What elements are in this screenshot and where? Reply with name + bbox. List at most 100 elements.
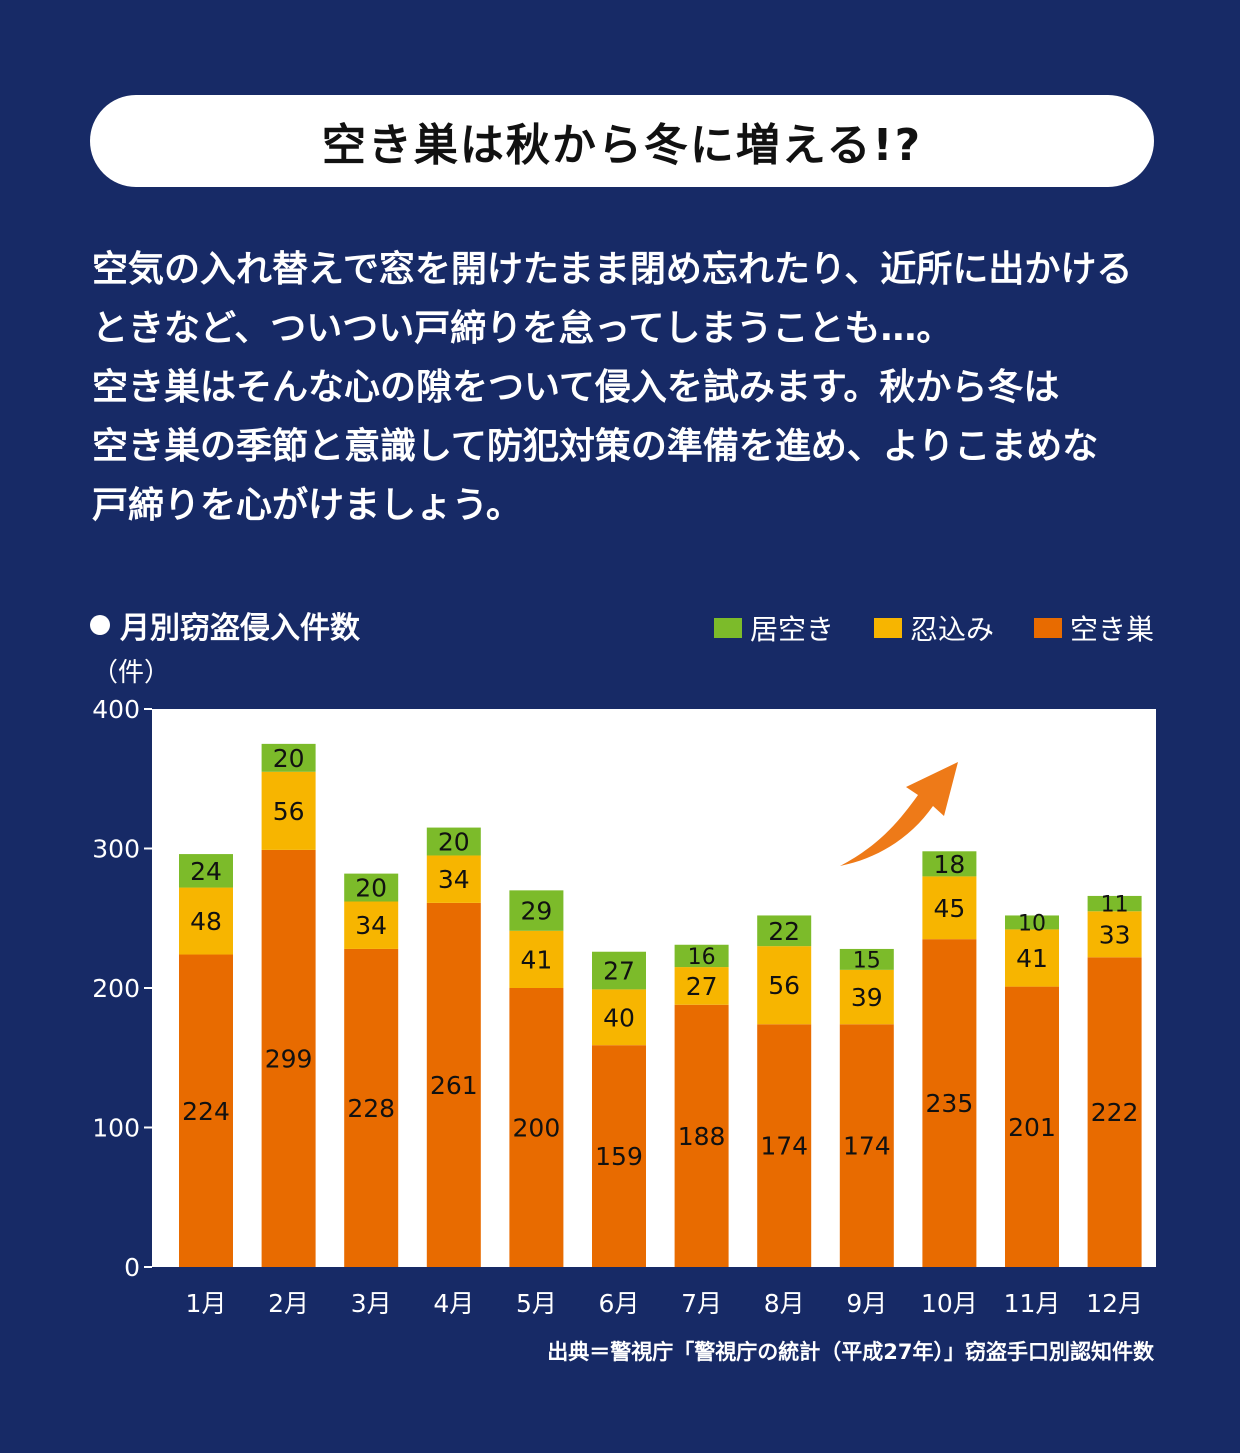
data-label: 200	[513, 1114, 561, 1143]
data-label: 224	[182, 1097, 230, 1126]
bar-segment	[509, 890, 564, 931]
bar-segment	[509, 988, 564, 1267]
y-tick-label: 400	[92, 695, 140, 724]
x-tick-label: 7月	[681, 1289, 722, 1318]
data-label: 39	[851, 983, 883, 1012]
bar-segment	[922, 851, 977, 877]
bar-segment	[674, 967, 729, 1005]
bar-segment	[426, 827, 481, 856]
bar-segment	[426, 902, 481, 1267]
x-tick-label: 5月	[516, 1289, 557, 1318]
bar-segment	[261, 849, 316, 1267]
bar-segment	[179, 854, 233, 888]
paragraph-line: 空き巣はそんな心の隙をついて侵入を試みます。秋から冬は	[92, 367, 1060, 408]
plot-area	[152, 709, 1156, 1267]
bar-segment	[674, 944, 729, 968]
data-label: 222	[1091, 1098, 1139, 1127]
data-label: 45	[933, 894, 965, 923]
paragraph-line: 空き巣の季節と意識して防犯対策の準備を進め、よりこまめな	[92, 426, 1099, 467]
bar-segment	[344, 948, 399, 1267]
legend-item-akisu: 空き巣	[1033, 608, 1154, 648]
bar-segment	[757, 946, 812, 1025]
bar-segment	[179, 887, 233, 955]
data-label: 18	[933, 850, 965, 879]
x-tick-label: 12月	[1086, 1289, 1143, 1318]
data-label: 11	[1101, 893, 1129, 918]
data-label: 20	[273, 744, 305, 773]
page-title: 空き巣は秋から冬に増える!?	[321, 120, 923, 171]
data-label: 34	[355, 911, 387, 940]
y-tick-label: 300	[92, 835, 140, 864]
y-tick-label: 200	[92, 974, 140, 1003]
bar-segment	[1087, 895, 1142, 912]
legend-label-iaki: 居空き	[749, 613, 834, 646]
bar-segment	[426, 855, 481, 903]
bar-segment	[839, 969, 894, 1025]
data-label: 40	[603, 1003, 635, 1032]
data-label: 41	[520, 945, 552, 974]
bar-segment	[839, 948, 894, 970]
bar-segment	[1005, 915, 1059, 930]
legend-label-shinobikomi: 忍込み	[909, 613, 994, 646]
data-label: 188	[678, 1122, 726, 1151]
data-label: 29	[520, 897, 552, 926]
bar-segment	[509, 930, 564, 988]
bar-segment	[922, 939, 977, 1267]
paragraph-line: ときなど、ついつい戸締りを怠ってしまうことも…。	[92, 308, 953, 349]
bar-segment	[1087, 911, 1142, 958]
x-tick-label: 8月	[764, 1289, 805, 1318]
bar-segment	[757, 915, 812, 947]
data-label: 24	[190, 857, 222, 886]
data-label: 41	[1016, 944, 1048, 973]
data-label: 56	[273, 797, 305, 826]
legend-label-akisu: 空き巣	[1069, 613, 1154, 646]
bar-segment	[261, 743, 316, 772]
data-label: 27	[603, 957, 635, 986]
bar-segment	[1005, 986, 1059, 1267]
trend-arrow-icon	[840, 762, 958, 866]
x-tick-label: 6月	[599, 1289, 640, 1318]
x-tick-label: 4月	[433, 1289, 474, 1318]
bar-segment	[344, 901, 399, 949]
bar-segment	[344, 873, 399, 902]
data-label: 22	[768, 917, 800, 946]
y-axis-unit: （件）	[92, 658, 171, 688]
data-label: 174	[760, 1132, 808, 1161]
bar-segment	[839, 1024, 894, 1267]
data-label: 27	[686, 972, 718, 1001]
data-label: 20	[438, 828, 470, 857]
chart-legend: 居空き 忍込み 空き巣	[713, 608, 1154, 648]
bar-segment	[261, 771, 316, 850]
data-label: 33	[1099, 920, 1131, 949]
bar-segment	[922, 876, 977, 940]
bar-segment	[1005, 929, 1059, 987]
legend-item-iaki: 居空き	[713, 608, 834, 648]
x-tick-label: 10月	[921, 1289, 978, 1318]
data-label: 299	[265, 1044, 313, 1073]
bar-segment	[592, 1045, 646, 1267]
legend-swatch-iaki	[713, 618, 742, 638]
legend-swatch-akisu	[1033, 618, 1062, 638]
data-label: 34	[438, 865, 470, 894]
source-note: 出典＝警視庁「警視庁の統計（平成27年）」窃盗手口別認知件数	[547, 1340, 1154, 1364]
data-label: 10	[1018, 911, 1046, 936]
description-paragraph: 空気の入れ替えで窓を開けたまま閉め忘れたり、近所に出かける ときなど、ついつい戸…	[92, 240, 1162, 535]
bar-segment	[674, 1004, 729, 1267]
bar-segment	[179, 954, 233, 1267]
legend-item-shinobikomi: 忍込み	[873, 608, 994, 648]
data-label: 20	[355, 874, 387, 903]
chart-heading: 月別窃盗侵入件数	[90, 603, 360, 647]
data-label: 159	[595, 1142, 643, 1171]
y-tick-label: 0	[124, 1253, 140, 1282]
data-label: 261	[430, 1071, 478, 1100]
x-tick-label: 11月	[1004, 1289, 1061, 1318]
bar-segment	[592, 951, 646, 990]
bullet-dot-icon	[90, 615, 110, 635]
y-tick-label: 100	[92, 1114, 140, 1143]
paragraph-line: 空気の入れ替えで窓を開けたまま閉め忘れたり、近所に出かける	[92, 249, 1133, 290]
data-label: 16	[688, 945, 716, 970]
bar-segment	[592, 989, 646, 1046]
data-label: 235	[926, 1089, 974, 1118]
data-label: 174	[843, 1132, 891, 1161]
